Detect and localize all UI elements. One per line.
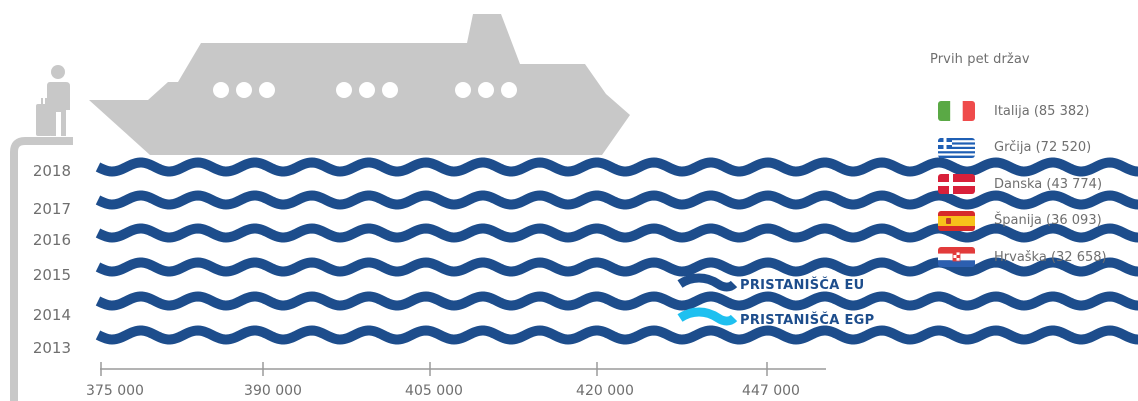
wave-bars [95,157,1138,345]
year-label-2014: 2014 [33,306,71,324]
country-item-greece: Grčija (72 520) [930,137,1138,158]
legend-label-eu: PRISTANIŠČA EU [740,277,865,293]
country-item-denmark: Danska (43 774) [930,174,1138,194]
spain-flag-icon [938,210,975,231]
greece-flag-icon [938,137,975,158]
croatia-flag-icon [938,247,975,267]
x-tick-label-2: 405 000 [405,383,463,399]
top-countries-panel: Prvih pet držav Italija (85 382) Grčija … [930,52,1138,284]
bar-2017-eu [95,190,1138,210]
country-label: Grčija (72 520) [994,140,1092,155]
frame-line [10,137,73,401]
bar-2013-eu [95,325,1138,345]
bar-2018-eu [95,157,1138,177]
bar-2016-eu [95,223,1138,243]
country-item-croatia: Hrvaška (32 658) [930,247,1138,267]
legend-swatch-eu [677,273,738,292]
year-label-2017: 2017 [33,200,71,218]
x-tick-label-3: 420 000 [576,383,634,399]
legend-swatch-egp [677,307,738,326]
bar-2015-eu [95,257,1138,277]
year-label-2015: 2015 [33,266,71,284]
x-tick-label-1: 390 000 [244,383,302,399]
top-countries-title: Prvih pet držav [930,52,1030,67]
country-label: Španija (36 093) [994,213,1102,228]
x-tick-label-4: 447 000 [742,383,800,399]
series-legend: PRISTANIŠČA EU PRISTANIŠČA EGP [677,273,874,328]
country-label: Hrvaška (32 658) [994,249,1107,265]
year-label-2018: 2018 [33,162,71,180]
legend-label-egp: PRISTANIŠČA EGP [740,312,874,328]
bar-2014-eu [95,291,1138,311]
year-label-2013: 2013 [33,339,71,357]
year-labels: 2018 2017 2016 2015 2014 2013 [33,162,71,357]
x-tick-label-0: 375 000 [86,383,144,399]
denmark-flag-icon [938,174,975,194]
country-label: Italija (85 382) [994,103,1090,119]
ship-portholes [213,82,517,98]
year-label-2016: 2016 [33,231,71,249]
country-label: Danska (43 774) [994,176,1103,192]
italy-flag-icon [938,101,975,121]
country-item-italy: Italija (85 382) [930,101,1138,121]
ship-illustration [89,14,630,155]
passenger-icon [36,65,70,136]
x-axis: 375 000 390 000 405 000 420 000 447 000 [86,362,826,399]
country-item-spain: Španija (36 093) [930,210,1138,231]
